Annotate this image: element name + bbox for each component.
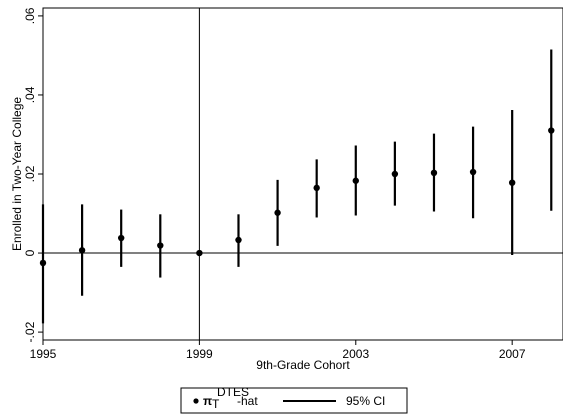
point-estimate bbox=[313, 184, 320, 192]
x-tick-label: 2003 bbox=[342, 347, 369, 361]
point-estimate bbox=[430, 169, 438, 177]
data-marks bbox=[39, 49, 555, 324]
point-estimate bbox=[352, 177, 359, 184]
point-estimate bbox=[274, 209, 281, 216]
y-tick-label: .06 bbox=[23, 7, 37, 24]
x-tick-label: 1999 bbox=[186, 347, 213, 361]
point-estimate bbox=[196, 249, 203, 257]
legend-point-label: -hat bbox=[237, 394, 258, 408]
point-estimate bbox=[508, 179, 516, 186]
x-axis: 1995 1999 2003 2007 bbox=[30, 340, 526, 361]
legend: π T DTES -hat 95% CI bbox=[180, 385, 408, 414]
point-estimate bbox=[548, 127, 555, 134]
plot-frame bbox=[42, 7, 563, 341]
legend-point-subscript: T bbox=[212, 397, 220, 411]
x-axis-title: 9th-Grade Cohort bbox=[256, 358, 350, 372]
legend-point-superscript: DTES bbox=[217, 385, 249, 399]
x-tick-label: 1995 bbox=[30, 347, 57, 361]
y-axis: -.02 0 .02 .04 .06 bbox=[23, 7, 43, 342]
point-estimate bbox=[157, 242, 164, 249]
point-estimate bbox=[235, 236, 242, 244]
y-tick-label: 0 bbox=[23, 249, 37, 256]
point-estimate bbox=[469, 168, 477, 176]
y-tick-label: .04 bbox=[23, 86, 37, 103]
point-estimate bbox=[117, 234, 125, 242]
y-tick-label: .02 bbox=[23, 165, 37, 182]
y-axis-title: Enrolled in Two-Year College bbox=[10, 97, 24, 251]
legend-point-symbol: π bbox=[203, 394, 212, 408]
point-estimate bbox=[391, 170, 399, 178]
legend-point-marker bbox=[193, 398, 199, 404]
point-estimate bbox=[39, 259, 47, 267]
legend-ci-label: 95% CI bbox=[346, 394, 385, 408]
x-tick-label: 2007 bbox=[499, 347, 526, 361]
point-estimate bbox=[78, 247, 86, 254]
reference-lines bbox=[43, 8, 563, 340]
y-tick-label: -.02 bbox=[23, 321, 37, 342]
